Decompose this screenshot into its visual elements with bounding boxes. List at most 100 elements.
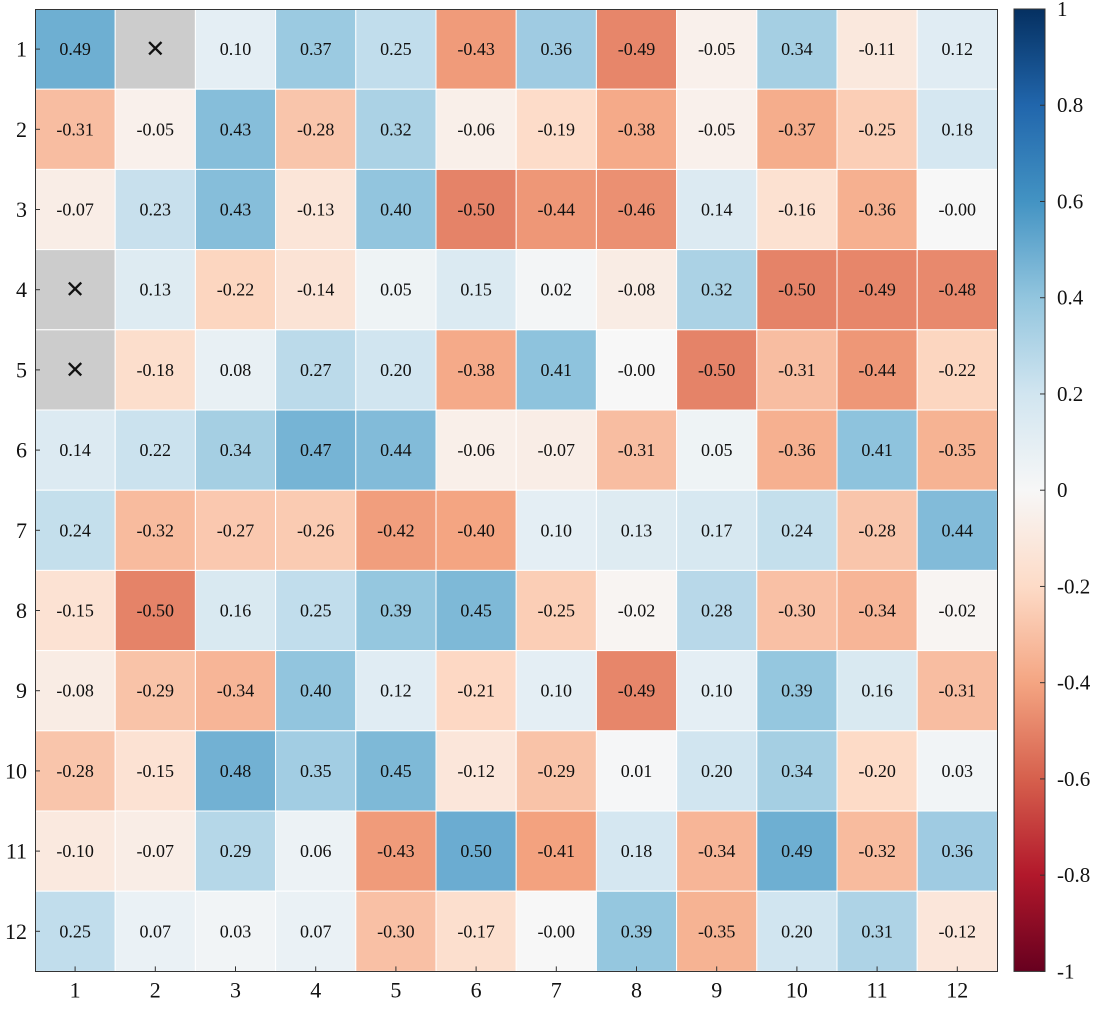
- heatmap-cell: -0.32: [836, 810, 918, 892]
- heatmap-cell-rect: [355, 489, 437, 571]
- heatmap-cell: -0.32: [114, 489, 196, 571]
- heatmap-cell: 0.12: [355, 650, 437, 732]
- heatmap-cell: -0.30: [756, 569, 838, 652]
- heatmap-cell: -0.12: [435, 730, 517, 812]
- heatmap-cell: -0.44: [836, 329, 918, 411]
- cell-value-label: -0.46: [618, 200, 656, 220]
- colorbar-tick-label: -0.4: [1057, 671, 1091, 695]
- cell-value-label: -0.11: [859, 39, 896, 59]
- cell-value-label: 0.12: [942, 39, 974, 59]
- heatmap-cell-rect: [34, 650, 116, 732]
- y-tick-label: 5: [16, 357, 27, 382]
- cell-value-label: -0.44: [858, 360, 896, 380]
- cell-value-label: -0.35: [939, 440, 977, 460]
- cell-value-label: 0.40: [380, 200, 412, 220]
- heatmap-cell: -0.40: [435, 489, 517, 571]
- heatmap-cell: -0.19: [515, 88, 597, 170]
- heatmap-cell: 0.10: [676, 650, 758, 732]
- cell-value-label: -0.34: [698, 841, 736, 861]
- heatmap-cell-rect: [355, 810, 437, 892]
- heatmap-cell-rect: [34, 168, 116, 251]
- cell-value-label: 0.34: [781, 39, 813, 59]
- heatmap-cell: 0.12: [916, 8, 998, 90]
- heatmap-cell: 0.25: [275, 569, 357, 652]
- cell-value-label: 0.34: [220, 440, 252, 460]
- heatmap-cell: 0.41: [515, 329, 597, 411]
- cell-value-label: -0.13: [297, 200, 335, 220]
- heatmap-cell-rect: [275, 810, 357, 892]
- heatmap-cell-rect: [595, 409, 678, 491]
- heatmap-cell: -0.49: [595, 650, 678, 732]
- cell-value-label: -0.16: [778, 200, 816, 220]
- heatmap-cell: 0.44: [916, 489, 998, 571]
- heatmap-cell-rect: [595, 569, 678, 652]
- heatmap-cell: 0.36: [515, 8, 597, 90]
- heatmap-cell: 0.43: [194, 168, 277, 251]
- heatmap-cell: -0.22: [194, 249, 277, 331]
- heatmap-cell: -0.38: [595, 88, 678, 170]
- heatmap-cell: -0.29: [114, 650, 196, 732]
- cell-value-label: -0.00: [538, 921, 576, 941]
- heatmap-cell: ✕: [34, 249, 116, 331]
- heatmap-cell: 0.07: [114, 890, 196, 972]
- cell-value-label: -0.48: [939, 280, 977, 300]
- heatmap-cell-rect: [595, 8, 678, 90]
- heatmap-cell-rect: [515, 88, 597, 170]
- heatmap-cell: -0.30: [355, 890, 437, 972]
- cell-value-label: -0.28: [297, 119, 335, 139]
- cell-value-label: -0.37: [778, 119, 816, 139]
- heatmap-cell: -0.35: [916, 409, 998, 491]
- cell-value-label: -0.29: [137, 681, 175, 701]
- heatmap-cell-rect: [275, 249, 357, 331]
- cell-value-label: 0.05: [380, 280, 412, 300]
- cell-value-label: 0.48: [220, 761, 252, 781]
- heatmap-cell: 0.13: [595, 489, 678, 571]
- missing-marker: ✕: [65, 276, 85, 304]
- heatmap-cell-rect: [756, 810, 838, 892]
- y-tick-label: 11: [6, 839, 27, 864]
- heatmap-cell-rect: [114, 88, 196, 170]
- heatmap-cell: -0.31: [916, 650, 998, 732]
- heatmap-cell: 0.44: [355, 409, 437, 491]
- cell-value-label: 0.25: [380, 39, 412, 59]
- cell-value-label: -0.43: [457, 39, 495, 59]
- cell-value-label: -0.26: [297, 520, 335, 540]
- heatmap-cell: 0.18: [595, 810, 678, 892]
- cell-value-label: -0.00: [618, 360, 656, 380]
- y-tick-label: 8: [16, 598, 27, 623]
- heatmap-cell-rect: [275, 8, 357, 90]
- heatmap-cell: 0.34: [756, 8, 838, 90]
- cell-value-label: 0.39: [380, 601, 412, 621]
- heatmap-cell-rect: [194, 489, 277, 571]
- cell-value-label: -0.27: [217, 520, 255, 540]
- heatmap-cell: -0.02: [595, 569, 678, 652]
- cell-value-label: 0.27: [300, 360, 332, 380]
- x-tick-label: 2: [150, 977, 161, 1002]
- x-tick-label: 5: [390, 977, 401, 1002]
- heatmap-cell: 0.02: [515, 249, 597, 331]
- heatmap-cell: -0.34: [836, 569, 918, 652]
- cell-value-label: 0.03: [942, 761, 974, 781]
- x-tick-label: 11: [867, 977, 888, 1002]
- heatmap-cell: 0.50: [435, 810, 517, 892]
- heatmap-cell: 0.16: [836, 650, 918, 732]
- heatmap-cell: 0.10: [515, 650, 597, 732]
- cell-value-label: -0.22: [939, 360, 977, 380]
- heatmap-cell: -0.28: [34, 730, 116, 812]
- heatmap-cell: -0.02: [916, 569, 998, 652]
- cell-value-label: 0.05: [701, 440, 733, 460]
- heatmap-cell-rect: [916, 569, 998, 652]
- heatmap-cell-rect: [435, 88, 517, 170]
- missing-marker: ✕: [145, 35, 165, 63]
- heatmap-cell-rect: [836, 569, 918, 652]
- cell-value-label: -0.07: [56, 200, 94, 220]
- heatmap-cell: 0.15: [435, 249, 517, 331]
- heatmap-cell-rect: [916, 730, 998, 812]
- heatmap-cell: 0.41: [836, 409, 918, 491]
- cell-value-label: -0.50: [698, 360, 736, 380]
- heatmap-cell-rect: [756, 569, 838, 652]
- heatmap-cells: 0.49 ✕ 0.10 0.37 0.25 -0.43 0.36 -0.49 -0.05 0.34…: [34, 8, 998, 972]
- heatmap-cell-rect: [34, 810, 116, 892]
- cell-value-label: 0.28: [701, 601, 733, 621]
- y-tick-label: 6: [16, 438, 27, 463]
